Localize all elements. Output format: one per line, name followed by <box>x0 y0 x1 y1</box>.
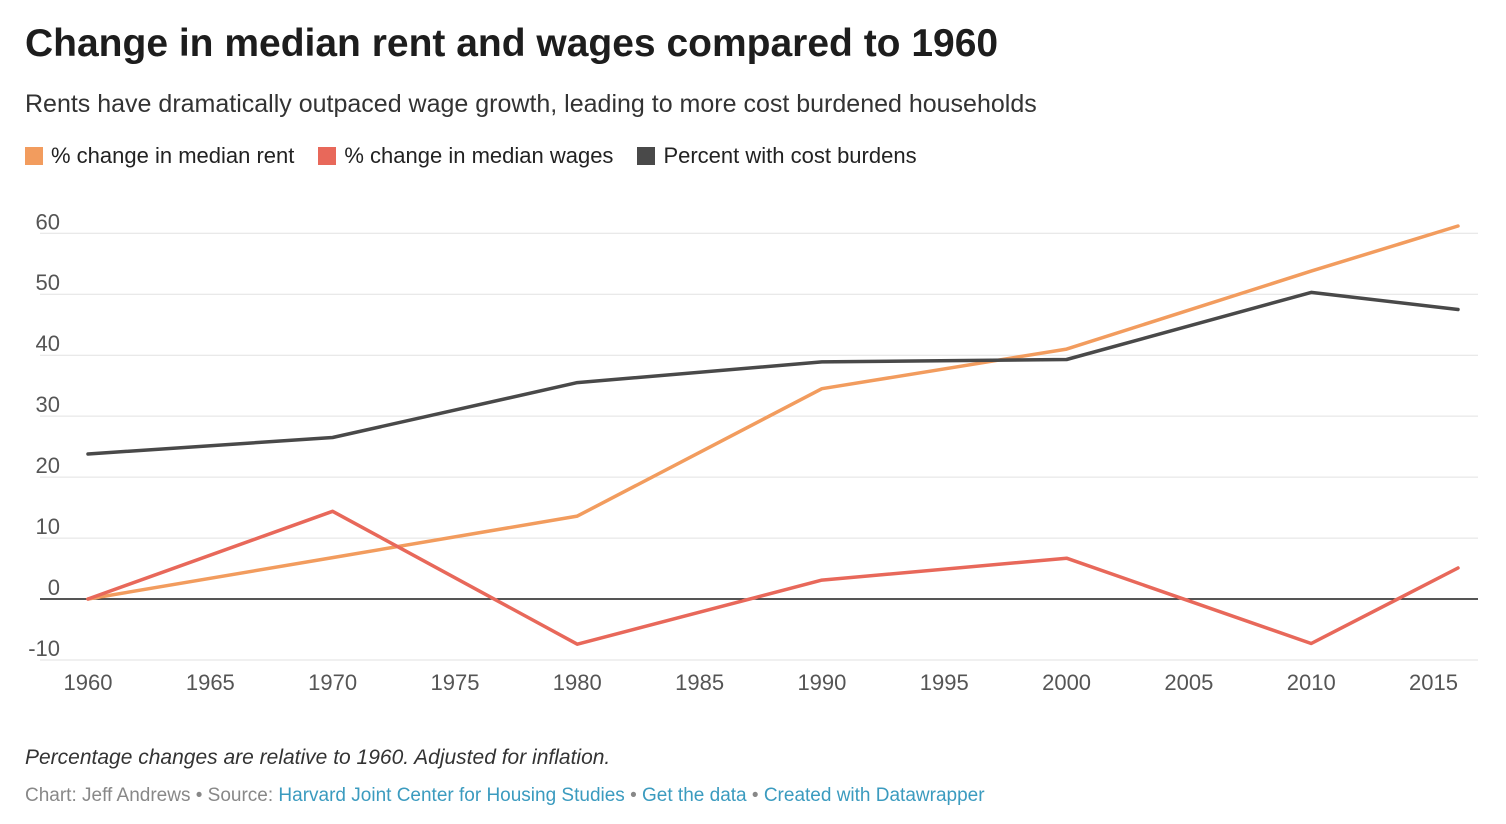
legend-item-cost-burdens: Percent with cost burdens <box>637 143 917 169</box>
footer-sep: • <box>624 785 643 806</box>
x-tick-label: 1975 <box>430 670 479 695</box>
x-tick-label: 1965 <box>186 670 235 695</box>
legend-item-wages: % change in median wages <box>318 143 613 169</box>
series-line-change-in-median-rent <box>86 224 1460 601</box>
legend-swatch-cost-burdens <box>637 147 656 165</box>
x-tick-label: 2015 <box>1409 670 1458 695</box>
series-line-percent-with-cost-burdens <box>86 290 1460 456</box>
y-tick-label: 30 <box>36 392 60 417</box>
legend-label-cost-burdens: Percent with cost burdens <box>663 143 917 168</box>
chart-subtitle: Rents have dramatically outpaced wage gr… <box>25 90 1037 118</box>
footer-sep: • <box>746 785 764 806</box>
legend-item-rent: % change in median rent <box>25 143 294 169</box>
x-tick-label: 1980 <box>553 670 602 695</box>
chart-note: Percentage changes are relative to 1960.… <box>25 746 611 769</box>
source-link[interactable]: Harvard Joint Center for Housing Studies <box>278 785 625 806</box>
legend-swatch-wages <box>318 147 337 165</box>
y-tick-label: 20 <box>36 453 60 478</box>
x-tick-label: 1970 <box>308 670 357 695</box>
x-tick-label: 2000 <box>1042 670 1091 695</box>
get-data-link[interactable]: Get the data <box>642 785 747 806</box>
x-tick-label: 1960 <box>64 670 113 695</box>
y-tick-label: 60 <box>36 209 60 234</box>
x-tick-label: 2010 <box>1287 670 1336 695</box>
x-tick-label: 1985 <box>675 670 724 695</box>
legend-label-wages: % change in median wages <box>344 143 614 168</box>
legend-swatch-rent <box>25 147 43 165</box>
chart-title: Change in median rent and wages compared… <box>25 22 999 65</box>
y-tick-label: 10 <box>36 514 60 539</box>
x-tick-label: 1995 <box>920 670 969 695</box>
y-tick-label: 40 <box>36 331 60 356</box>
datawrapper-link[interactable]: Created with Datawrapper <box>763 785 985 806</box>
chart-footer: Chart: Jeff Andrews • Source: Harvard Jo… <box>25 785 985 807</box>
y-tick-label: -10 <box>28 636 60 661</box>
y-tick-label: 0 <box>48 575 60 600</box>
legend-label-rent: % change in median rent <box>51 143 295 168</box>
y-tick-label: 50 <box>36 270 60 295</box>
footer-credit-prefix: Chart: Jeff Andrews • Source: <box>25 785 279 806</box>
legend: % change in median rent % change in medi… <box>25 143 917 169</box>
x-tick-label: 2005 <box>1164 670 1213 695</box>
x-tick-label: 1990 <box>797 670 846 695</box>
series-line-change-in-median-wages <box>86 509 1460 646</box>
